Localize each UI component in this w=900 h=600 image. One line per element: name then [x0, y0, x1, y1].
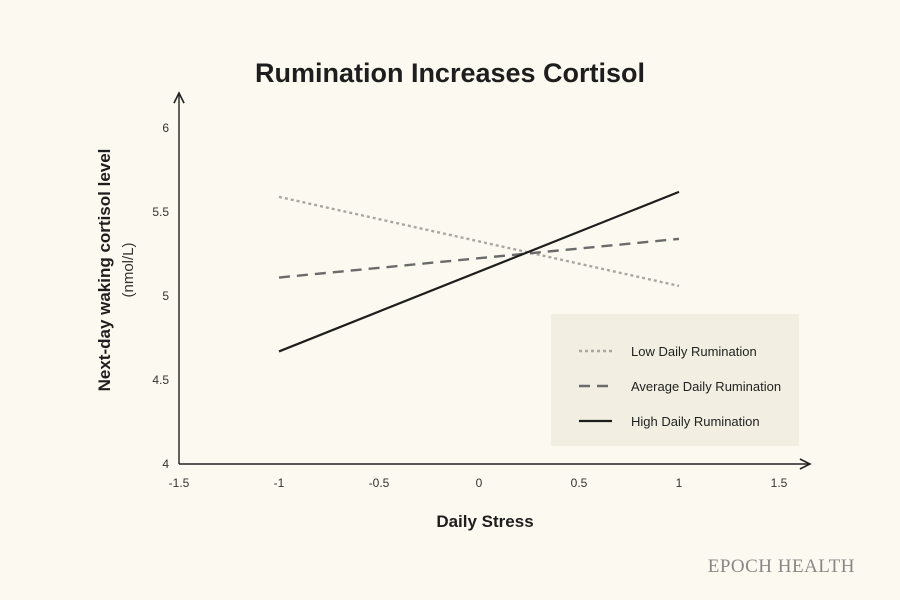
x-tick-label: -1.5 — [169, 476, 190, 490]
chart-title: Rumination Increases Cortisol — [255, 58, 645, 88]
y-tick-label: 5 — [162, 289, 169, 303]
series-lines — [278, 190, 680, 353]
x-tick-label: 0.5 — [571, 476, 588, 490]
x-tick-label: 1.5 — [771, 476, 788, 490]
series-line-average-daily-rumination — [278, 237, 680, 279]
y-axis-title-group: Next-day waking cortisol level (nmol/L) — [95, 149, 137, 392]
series-line-high-daily-rumination — [278, 190, 680, 353]
legend-label: Low Daily Rumination — [631, 344, 757, 359]
y-tick-label: 4 — [162, 457, 169, 471]
x-tick-label: 1 — [676, 476, 683, 490]
brand-logo: EPOCH HEALTH — [708, 556, 855, 577]
x-tick-labels: -1.5 -1 -0.5 0 0.5 1 1.5 — [169, 476, 788, 490]
y-axis-title: Next-day waking cortisol level — [95, 149, 114, 392]
x-tick-label: 0 — [476, 476, 483, 490]
legend-label: High Daily Rumination — [631, 414, 760, 429]
legend-label: Average Daily Rumination — [631, 379, 781, 394]
y-axis-unit: (nmol/L) — [120, 242, 137, 297]
x-axis-title: Daily Stress — [436, 512, 533, 531]
y-tick-labels: 4 4.5 5 5.5 6 — [152, 121, 169, 471]
y-tick-label: 6 — [162, 121, 169, 135]
x-tick-label: -0.5 — [369, 476, 390, 490]
legend-background — [551, 314, 799, 446]
y-tick-label: 5.5 — [152, 205, 169, 219]
y-tick-label: 4.5 — [152, 373, 169, 387]
x-tick-label: -1 — [274, 476, 285, 490]
legend: Low Daily Rumination Average Daily Rumina… — [551, 314, 799, 446]
series-line-low-daily-rumination — [278, 195, 680, 288]
